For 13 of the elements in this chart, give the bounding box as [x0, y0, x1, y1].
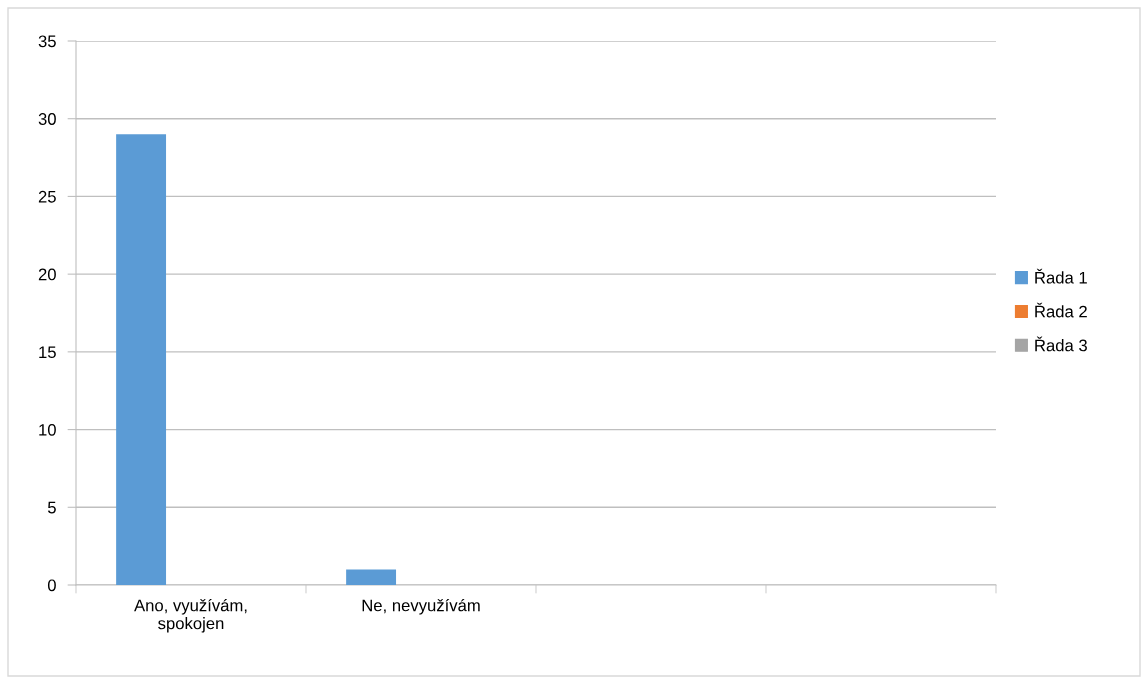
legend-label: Řada 2 — [1035, 302, 1087, 318]
y-tick-label: 0 — [47, 579, 56, 592]
y-tick-label: 15 — [39, 346, 56, 359]
y-tick-label: 35 — [38, 35, 56, 48]
y-tick-label: 25 — [38, 190, 56, 203]
y-tick-label: 10 — [39, 423, 56, 436]
y-tick-label: 20 — [38, 268, 56, 281]
legend-label: Řada 1 — [1035, 268, 1087, 284]
y-tick-label: 30 — [38, 113, 56, 125]
x-tick-label: Ne, nevyužívám — [362, 598, 480, 615]
legend-label: Řada 3 — [1035, 336, 1087, 352]
x-tick-label: Ano, využívám, spokojen — [134, 598, 247, 633]
y-tick-label: 5 — [47, 501, 56, 514]
